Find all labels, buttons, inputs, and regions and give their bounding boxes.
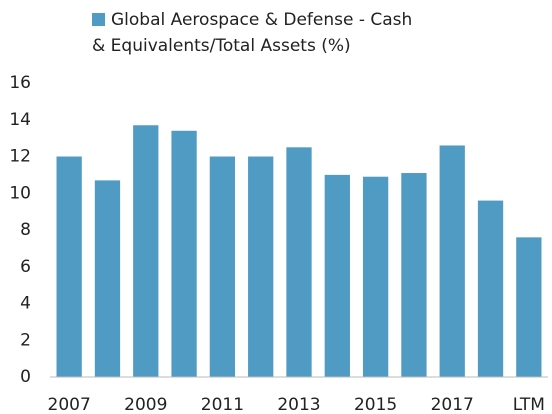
y-tick-label: 16 [9, 73, 31, 93]
y-tick-label: 6 [20, 257, 31, 277]
x-tick-label: 2013 [277, 395, 320, 414]
x-tick-label: LTM [513, 395, 545, 414]
x-tick-label: 2009 [124, 395, 167, 414]
bar [133, 125, 159, 377]
x-tick-label: 2015 [354, 395, 397, 414]
x-tick-label: 2007 [48, 395, 91, 414]
bar [94, 180, 121, 377]
y-tick-label: 12 [9, 147, 31, 167]
bar [477, 200, 504, 377]
bar [439, 145, 465, 377]
bar [286, 147, 312, 377]
legend-swatch [92, 13, 105, 26]
bar [209, 156, 236, 377]
bar [362, 176, 389, 377]
bar [56, 156, 82, 377]
bar [516, 237, 542, 377]
legend: Global Aerospace & Defense - Cash & Equi… [92, 7, 422, 59]
x-tick-label: 2011 [201, 395, 244, 414]
y-tick-label: 8 [20, 220, 31, 240]
legend-label: Global Aerospace & Defense - Cash & Equi… [92, 10, 413, 56]
bar [171, 130, 197, 377]
x-tick-label: 2017 [431, 395, 474, 414]
y-tick-label: 0 [20, 367, 31, 387]
y-tick-label: 14 [9, 110, 31, 130]
bar [401, 173, 427, 377]
bar [248, 156, 274, 377]
y-tick-label: 2 [20, 330, 31, 350]
y-tick-label: 10 [9, 183, 31, 203]
y-tick-label: 4 [20, 294, 31, 314]
bar [324, 174, 350, 377]
